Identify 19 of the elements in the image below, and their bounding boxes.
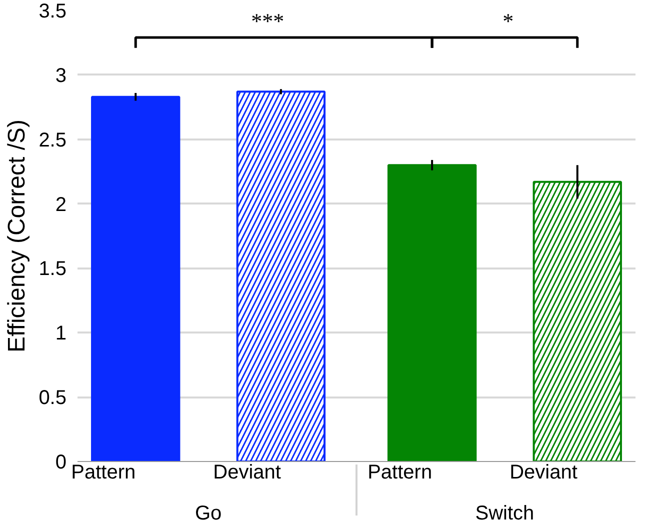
- text: Deviant: [510, 462, 578, 484]
- bar: [91, 96, 180, 462]
- y-axis-title: Efficiency (Correct /S): [4, 120, 31, 352]
- bar: [387, 164, 477, 462]
- y-tick-label: 3: [55, 64, 66, 87]
- series-label: Deviant: [213, 462, 282, 484]
- y-tick-label: 3.5: [38, 0, 67, 22]
- x-tick-label: Switch: [475, 502, 534, 524]
- y-tick-label: 0.5: [38, 387, 67, 410]
- y-tick-label: 0: [55, 452, 66, 474]
- y-tick-label: 2.5: [38, 129, 67, 152]
- y-tick-label: 2: [55, 194, 66, 216]
- x-tick-label: Go: [194, 502, 222, 524]
- series-label: Pattern: [71, 462, 136, 484]
- annotation: ***: [251, 8, 284, 34]
- y-tick-label: 1.5: [38, 258, 67, 280]
- annotation: *: [502, 8, 514, 34]
- y-tick-label: 1: [55, 322, 66, 345]
- text: Pattern: [368, 462, 432, 484]
